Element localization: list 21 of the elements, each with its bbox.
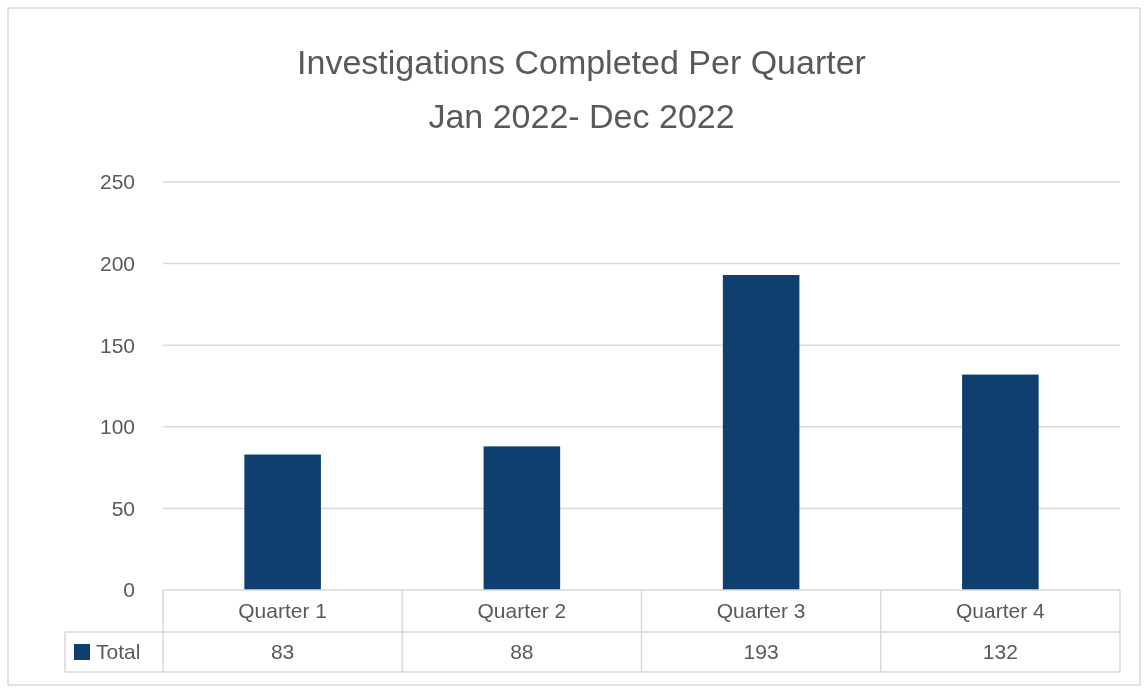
- y-tick-label: 200: [99, 251, 135, 275]
- y-tick-label: 50: [111, 496, 135, 520]
- bar: [244, 454, 321, 590]
- x-tick-label: Quarter 3: [716, 599, 806, 623]
- chart-subtitle: Jan 2022- Dec 2022: [428, 97, 735, 135]
- chart-title: Investigations Completed Per Quarter: [297, 43, 866, 81]
- y-tick-label: 150: [99, 333, 135, 357]
- x-tick-label: Quarter 4: [956, 599, 1046, 623]
- y-tick-label: 100: [99, 415, 135, 439]
- x-tick-label: Quarter 2: [477, 599, 567, 623]
- legend-label: Total: [96, 640, 141, 664]
- y-tick-label: 0: [123, 578, 135, 602]
- x-tick-label: Quarter 1: [238, 599, 327, 623]
- data-label: 83: [270, 640, 295, 664]
- bar: [962, 374, 1039, 590]
- bar: [483, 446, 561, 590]
- data-label: 193: [743, 640, 779, 664]
- bar: [722, 275, 800, 590]
- data-label: 88: [510, 640, 534, 664]
- data-label: 132: [982, 640, 1018, 664]
- y-tick-label: 250: [99, 170, 135, 194]
